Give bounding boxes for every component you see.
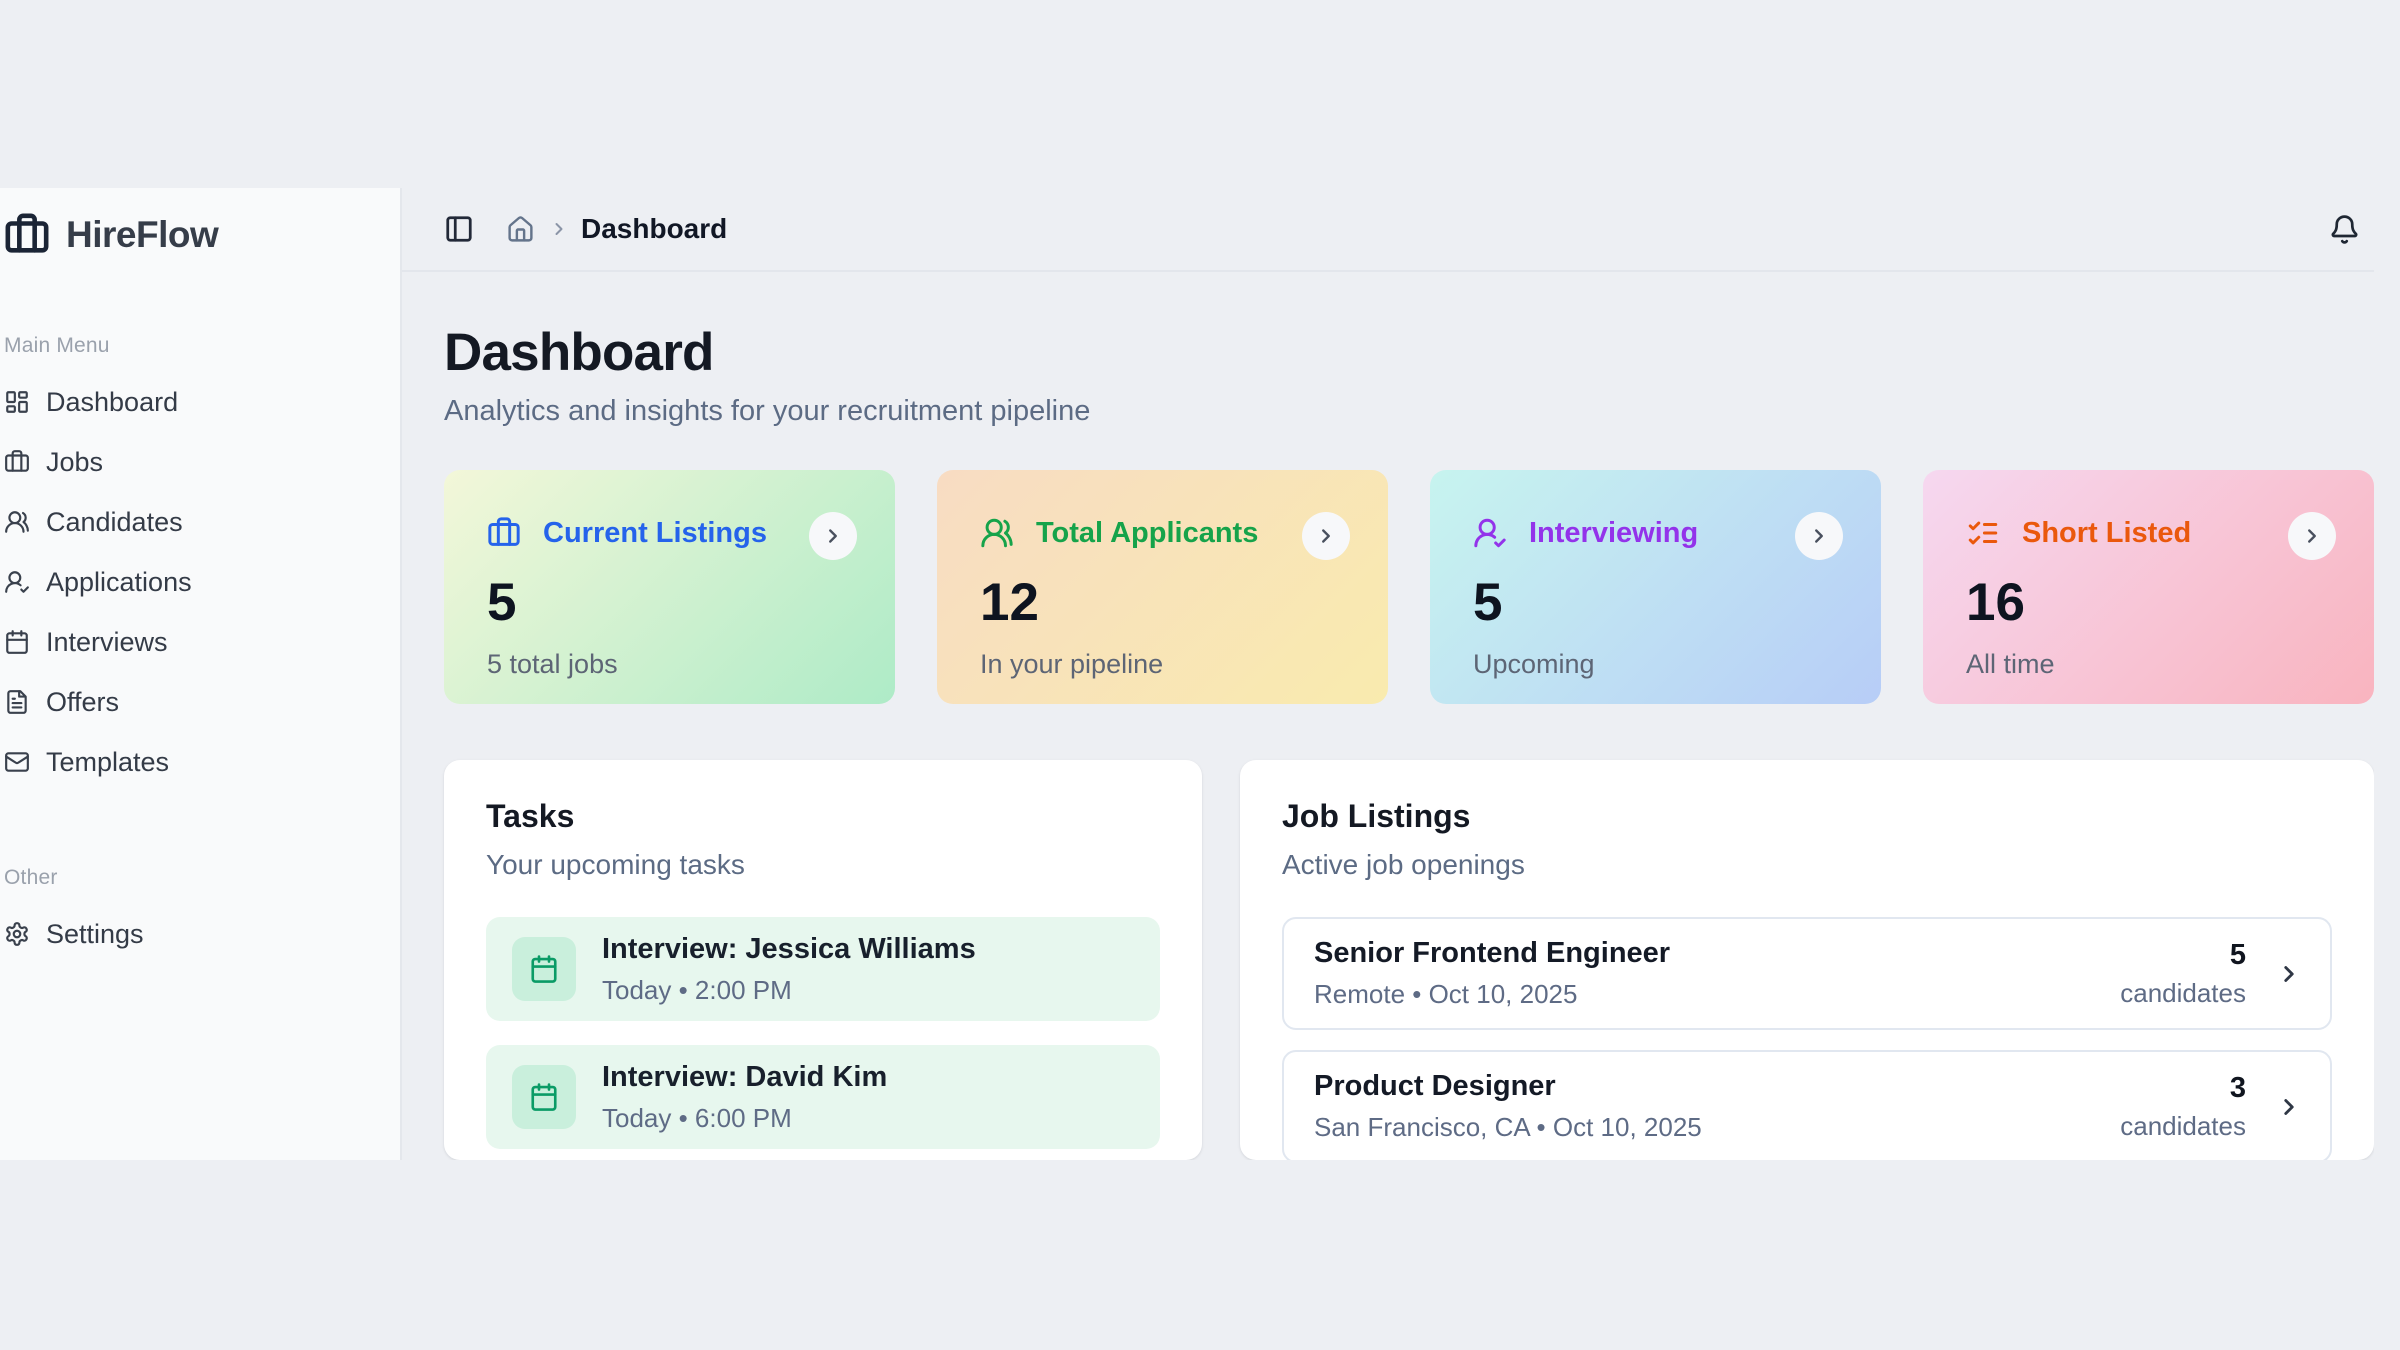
sidebar-item-interviews[interactable]: Interviews [4, 612, 390, 672]
sidebar-item-label: Offers [46, 686, 120, 717]
sidebar-item-label: Interviews [46, 626, 168, 657]
job-candidate-count: 5 [2229, 938, 2246, 971]
stat-caption: 5 total jobs [487, 649, 618, 679]
stat-title: Current Listings [543, 516, 767, 549]
sidebar-item-label: Candidates [46, 506, 183, 537]
job-listings-title: Job Listings [1282, 798, 1471, 834]
sidebar-item-label: Dashboard [46, 386, 179, 417]
chevron-right-icon [549, 219, 569, 239]
job-candidate-label: candidates [2120, 977, 2246, 1008]
job-title: Senior Frontend Engineer [1314, 937, 1671, 969]
mail-icon [4, 749, 30, 775]
user-check-icon [1473, 516, 1507, 550]
sidebar-item-label: Jobs [46, 446, 104, 477]
stat-card-short-listed[interactable]: Short Listed 16 All time [1923, 470, 2374, 704]
sidebar: HireFlow Main Menu Dashboard Jobs Candid… [0, 188, 402, 1160]
sidebar-item-offers[interactable]: Offers [4, 672, 390, 732]
sidebar-item-templates[interactable]: Templates [4, 732, 390, 792]
stat-title: Interviewing [1529, 516, 1699, 549]
stat-caption: Upcoming [1473, 649, 1595, 679]
brand-name: HireFlow [66, 214, 219, 255]
sidebar-section-other: Other [4, 866, 58, 889]
gear-icon [4, 921, 30, 947]
task-time: Today • 6:00 PM [602, 1102, 792, 1133]
job-title: Product Designer [1314, 1070, 1556, 1102]
chevron-right-icon [2276, 961, 2302, 987]
users-icon [980, 516, 1014, 550]
briefcase-icon [487, 516, 521, 550]
briefcase-icon [4, 212, 50, 258]
stat-card-total-applicants[interactable]: Total Applicants 12 In your pipeline [937, 470, 1388, 704]
calendar-icon [512, 937, 576, 1001]
stat-header: Current Listings [487, 516, 855, 550]
file-text-icon [4, 689, 30, 715]
users-icon [4, 509, 30, 535]
home-icon[interactable] [506, 215, 535, 244]
job-meta: San Francisco, CA • Oct 10, 2025 [1314, 1112, 1702, 1142]
stat-title: Short Listed [2022, 516, 2192, 549]
chevron-right-button[interactable] [809, 512, 857, 560]
stat-header: Total Applicants [980, 516, 1348, 550]
layout-dashboard-icon [4, 389, 30, 415]
calendar-icon [512, 1065, 576, 1129]
stat-card-current-listings[interactable]: Current Listings 5 5 total jobs [444, 470, 895, 704]
panel-left-icon[interactable] [444, 214, 474, 244]
job-listings-panel: Job Listings Active job openings Senior … [1240, 760, 2374, 1160]
task-item[interactable]: Interview: Jessica Williams Today • 2:00… [486, 917, 1160, 1021]
sidebar-item-settings[interactable]: Settings [4, 904, 390, 964]
bell-icon[interactable] [2329, 214, 2360, 245]
chevron-right-button[interactable] [1795, 512, 1843, 560]
calendar-icon [4, 629, 30, 655]
topbar: Dashboard [402, 188, 2374, 272]
sidebar-item-jobs[interactable]: Jobs [4, 432, 390, 492]
stat-title: Total Applicants [1036, 516, 1259, 549]
tasks-panel: Tasks Your upcoming tasks Interview: Jes… [444, 760, 1202, 1160]
stat-header: Interviewing [1473, 516, 1841, 550]
sidebar-nav-other: Settings [4, 904, 390, 964]
sidebar-nav-main: Dashboard Jobs Candidates Applications I… [4, 372, 390, 792]
job-list: Senior Frontend Engineer Remote • Oct 10… [1282, 917, 2332, 1160]
job-listing-row[interactable]: Senior Frontend Engineer Remote • Oct 10… [1282, 917, 2332, 1030]
sidebar-item-label: Templates [46, 746, 170, 777]
breadcrumb[interactable]: Dashboard [581, 213, 728, 244]
user-check-icon [4, 569, 30, 595]
page-subtitle: Analytics and insights for your recruitm… [444, 395, 1091, 427]
briefcase-icon [4, 449, 30, 475]
sidebar-item-label: Settings [46, 918, 144, 949]
job-meta: Remote • Oct 10, 2025 [1314, 979, 1578, 1009]
task-time: Today • 2:00 PM [602, 974, 792, 1005]
page-title: Dashboard [444, 323, 714, 382]
stat-value: 5 [1473, 573, 1503, 632]
list-checks-icon [1966, 516, 2000, 550]
task-list: Interview: Jessica Williams Today • 2:00… [486, 917, 1160, 1149]
job-candidate-count: 3 [2229, 1071, 2246, 1104]
main-content: Dashboard Analytics and insights for you… [402, 272, 2374, 1160]
sidebar-item-dashboard[interactable]: Dashboard [4, 372, 390, 432]
chevron-right-button[interactable] [2288, 512, 2336, 560]
stat-value: 5 [487, 573, 517, 632]
chevron-right-icon [2276, 1094, 2302, 1120]
task-item[interactable]: Interview: David Kim Today • 6:00 PM [486, 1045, 1160, 1149]
stat-card-interviewing[interactable]: Interviewing 5 Upcoming [1430, 470, 1881, 704]
bottom-row: Tasks Your upcoming tasks Interview: Jes… [444, 760, 2374, 1160]
sidebar-item-label: Applications [46, 566, 192, 597]
tasks-title: Tasks [486, 798, 575, 834]
sidebar-section-main-menu: Main Menu [4, 334, 110, 357]
job-listings-subtitle: Active job openings [1282, 849, 1525, 880]
sidebar-item-candidates[interactable]: Candidates [4, 492, 390, 552]
stat-caption: In your pipeline [980, 649, 1164, 679]
sidebar-item-applications[interactable]: Applications [4, 552, 390, 612]
stat-header: Short Listed [1966, 516, 2334, 550]
stats-row: Current Listings 5 5 total jobs Total Ap… [444, 470, 2374, 704]
job-candidate-label: candidates [2120, 1110, 2246, 1141]
task-title: Interview: David Kim [602, 1060, 888, 1093]
tasks-subtitle: Your upcoming tasks [486, 849, 745, 880]
stat-caption: All time [1966, 649, 2055, 679]
task-title: Interview: Jessica Williams [602, 932, 976, 965]
stat-value: 16 [1966, 573, 2025, 632]
job-listing-row[interactable]: Product Designer San Francisco, CA • Oct… [1282, 1050, 2332, 1160]
chevron-right-button[interactable] [1302, 512, 1350, 560]
stat-value: 12 [980, 573, 1039, 632]
brand-logo: HireFlow [4, 212, 390, 258]
